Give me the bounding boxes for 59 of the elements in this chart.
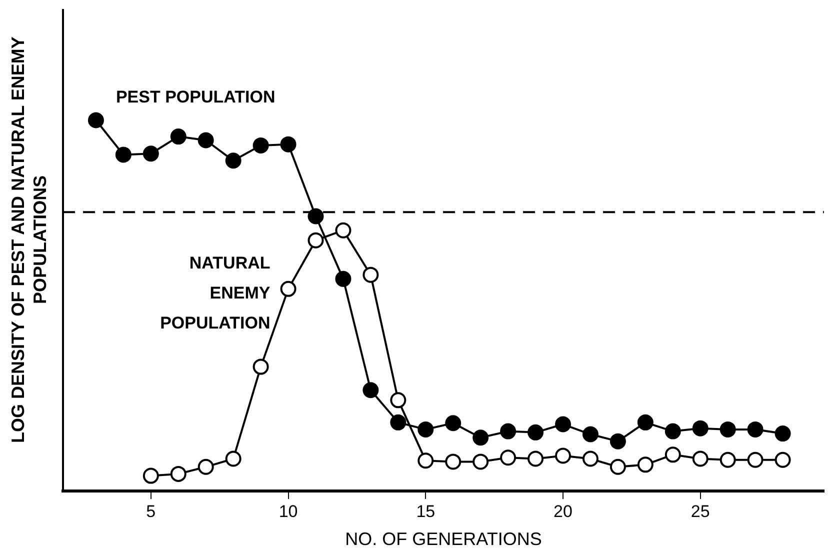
point	[335, 270, 352, 287]
point	[252, 358, 269, 375]
y-axis-title: LOG DENSITY OF PEST AND NATURAL ENEMY POPULATIONS	[7, 36, 51, 446]
point	[445, 454, 462, 470]
point	[555, 448, 572, 464]
point	[720, 452, 736, 468]
point	[528, 450, 544, 467]
point	[170, 466, 186, 482]
point	[225, 152, 242, 169]
point	[115, 146, 132, 163]
point	[280, 280, 296, 297]
point	[555, 416, 572, 432]
point	[610, 458, 626, 475]
point	[445, 415, 462, 432]
point	[225, 450, 242, 467]
point	[142, 146, 159, 162]
point	[252, 137, 269, 154]
point	[88, 112, 104, 128]
point	[774, 452, 791, 468]
point	[418, 421, 434, 438]
point	[582, 426, 598, 442]
point	[308, 208, 324, 224]
point	[692, 420, 708, 436]
x-tick-label: 5	[146, 502, 156, 521]
x-axis-title: NO. OF GENERATIONS	[345, 529, 542, 550]
point	[637, 414, 654, 430]
point	[528, 424, 544, 440]
point	[390, 414, 406, 430]
point	[747, 421, 764, 438]
point	[664, 423, 681, 440]
point	[335, 222, 352, 238]
point	[142, 468, 159, 484]
point	[280, 136, 296, 152]
point	[170, 128, 186, 145]
series-label: NATURAL ENEMY POPULATION	[160, 254, 271, 333]
point	[472, 454, 489, 470]
point	[664, 446, 681, 463]
point	[582, 450, 598, 467]
x-tick-label: 10	[278, 502, 298, 521]
point	[198, 458, 214, 475]
point	[390, 392, 406, 408]
point	[362, 382, 379, 398]
point	[308, 232, 324, 248]
series-label: PEST POPULATION	[116, 87, 276, 106]
point	[500, 423, 516, 440]
point	[362, 266, 379, 283]
point	[610, 433, 626, 450]
x-tick-label: 25	[690, 502, 710, 521]
point	[637, 456, 654, 473]
point	[720, 421, 736, 438]
point	[198, 132, 214, 148]
point	[418, 452, 434, 469]
point	[472, 430, 489, 446]
point	[747, 452, 764, 468]
point	[692, 450, 708, 467]
x-tick-label: 20	[554, 502, 572, 521]
point	[774, 426, 791, 442]
point	[500, 450, 516, 466]
x-tick-label: 15	[416, 502, 436, 521]
